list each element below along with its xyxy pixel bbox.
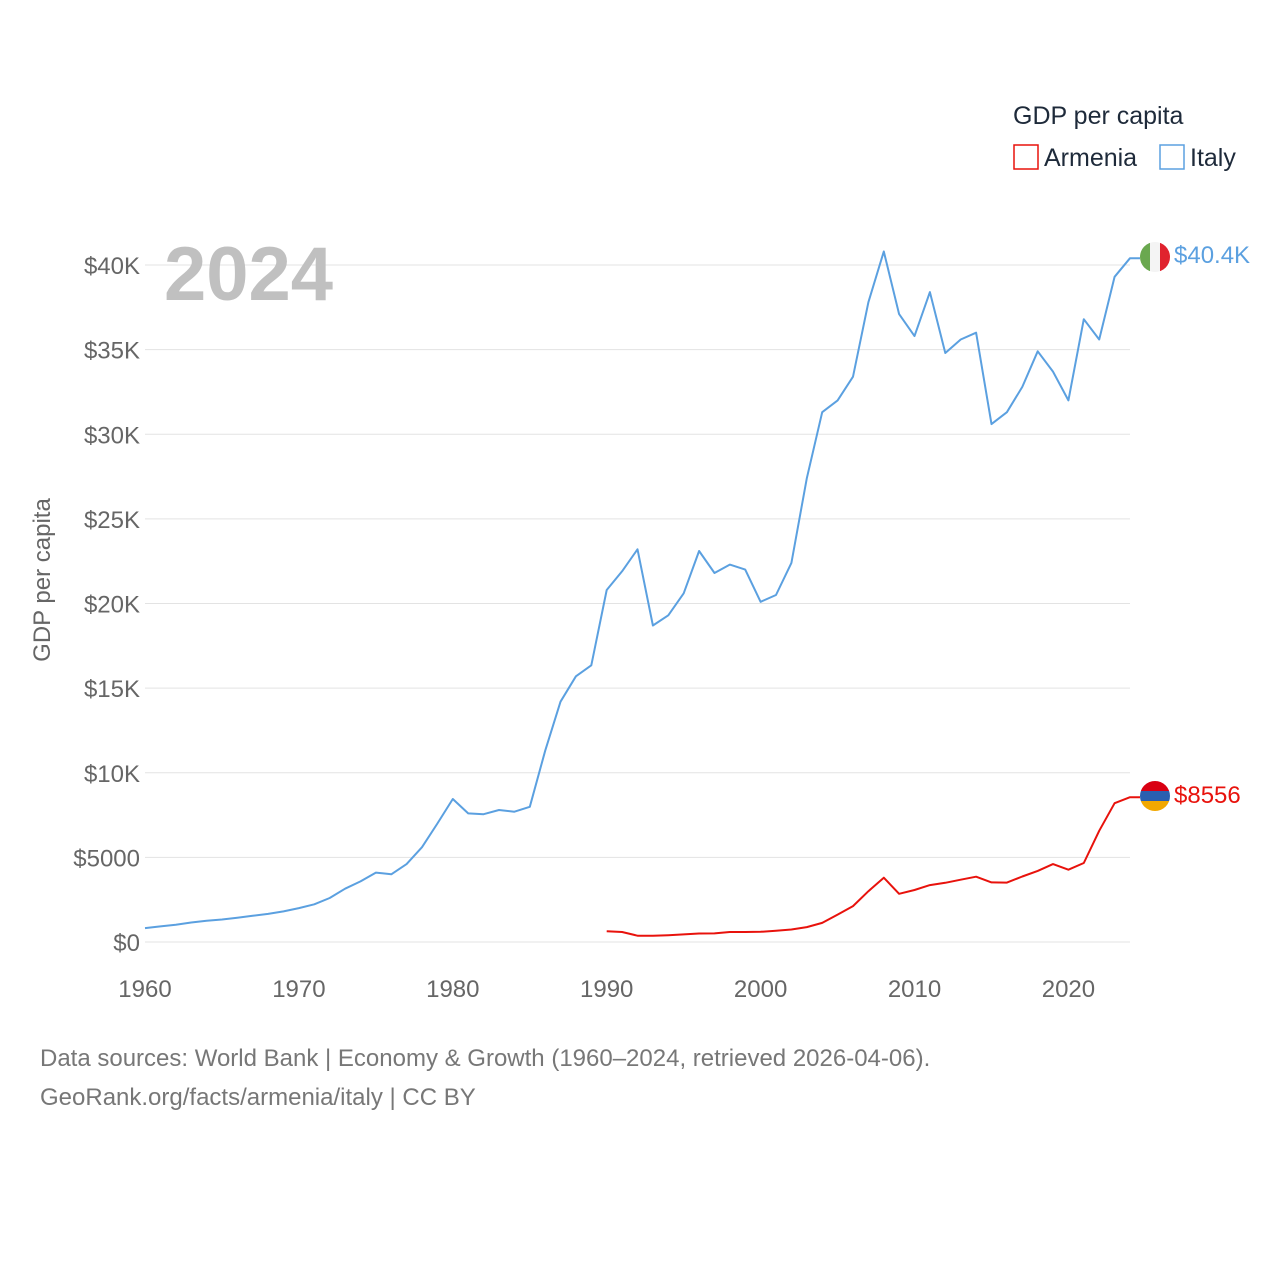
x-tick-label: 2010	[888, 976, 941, 1003]
legend-swatch-italy[interactable]	[1159, 144, 1185, 170]
legend-swatch-armenia[interactable]	[1013, 144, 1039, 170]
grid-lines	[145, 264, 1130, 943]
x-tick-label: 2020	[1042, 976, 1095, 1003]
x-tick-label: 1990	[580, 976, 633, 1003]
y-tick-label: $0	[113, 930, 140, 957]
x-tick-label: 1970	[272, 976, 325, 1003]
italy-flag	[1140, 242, 1170, 272]
year-label: 2024	[164, 232, 333, 317]
y-tick-label: $20K	[84, 592, 140, 619]
end-value-armenia: $8556	[1174, 782, 1241, 809]
x-tick-label: 1960	[118, 976, 171, 1003]
y-axis-title: GDP per capita	[29, 498, 56, 662]
armenia-flag	[1140, 781, 1170, 811]
y-axis-ticks: $0 $5000 $10K $15K $20K $25K $30K $35K $40K	[73, 253, 140, 957]
x-tick-label: 1980	[426, 976, 479, 1003]
x-tick-label: 2000	[734, 976, 787, 1003]
series-line-italy[interactable]	[144, 250, 1140, 930]
legend-title: GDP per capita	[1013, 102, 1184, 130]
y-tick-label: $10K	[84, 761, 140, 788]
legend-label-italy[interactable]: Italy	[1190, 144, 1236, 172]
legend: GDP per capita Armenia Italy	[1013, 102, 1236, 172]
y-tick-label: $25K	[84, 507, 140, 534]
y-tick-label: $35K	[84, 338, 140, 365]
footer-attribution[interactable]: GeoRank.org/facts/armenia/italy | CC BY	[40, 1084, 476, 1111]
y-tick-label: $40K	[84, 253, 140, 280]
end-value-italy: $40.4K	[1174, 242, 1250, 269]
y-tick-label: $5000	[73, 845, 140, 872]
x-axis-ticks: 1960 1970 1980 1990 2000 2010 2020	[118, 976, 1095, 1003]
footer-sources: Data sources: World Bank | Economy & Gro…	[40, 1045, 931, 1072]
series-line-armenia[interactable]	[606, 796, 1140, 937]
y-tick-label: $15K	[84, 676, 140, 703]
series-lines	[144, 250, 1140, 937]
legend-label-armenia[interactable]: Armenia	[1044, 144, 1137, 172]
y-tick-label: $30K	[84, 422, 140, 449]
